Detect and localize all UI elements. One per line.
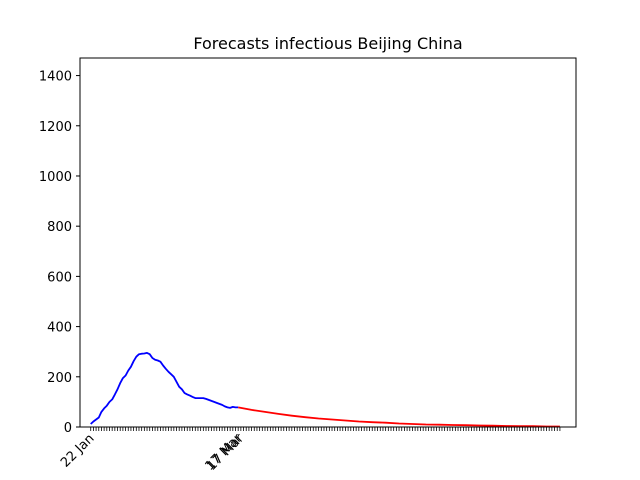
forecast-series-line bbox=[238, 406, 560, 428]
y-tick-label: 1200 bbox=[39, 120, 72, 135]
y-tick-label: 400 bbox=[47, 321, 72, 336]
y-tick-label: 200 bbox=[47, 371, 72, 386]
x-tick-label: 17 Mar bbox=[204, 431, 247, 474]
y-tick-label: 600 bbox=[47, 270, 72, 285]
plot-frame bbox=[79, 57, 577, 428]
y-tick-label: 1400 bbox=[39, 70, 72, 85]
series-group bbox=[90, 351, 560, 428]
y-tick-label: 0 bbox=[64, 421, 72, 436]
observed-series-line bbox=[90, 351, 239, 425]
chart-title: Forecasts infectious Beijing China bbox=[193, 34, 462, 53]
x-tick-label: 22 Jan bbox=[58, 431, 97, 470]
y-tick-label: 1000 bbox=[39, 170, 72, 185]
y-axis: 0 200 400 600 800 1000 1200 1400 bbox=[39, 70, 80, 436]
y-tick-label: 800 bbox=[47, 220, 72, 235]
